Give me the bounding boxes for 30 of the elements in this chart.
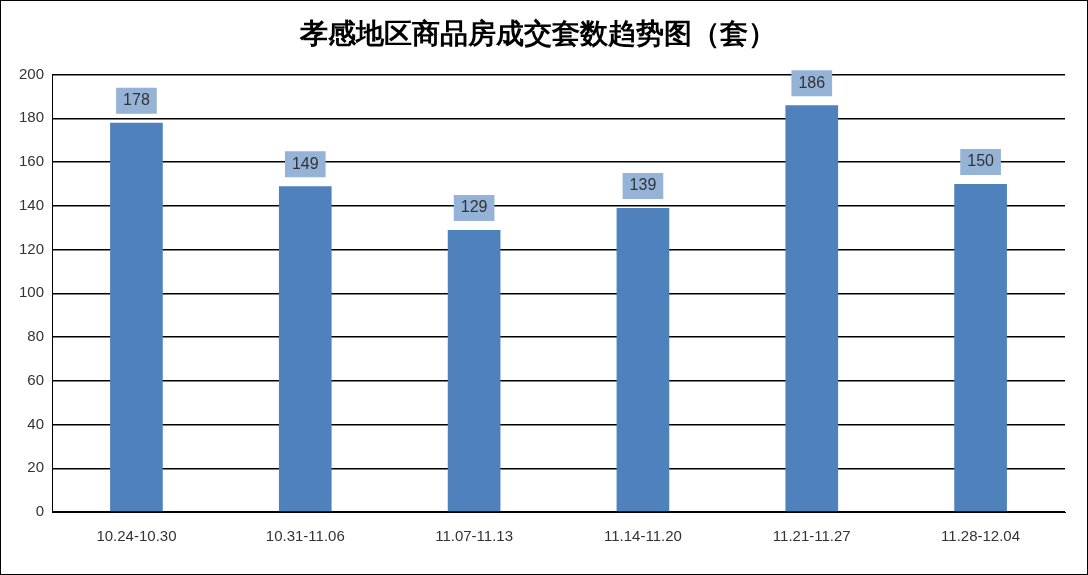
- bar: [278, 186, 332, 512]
- x-tick-label: 11.14-11.20: [604, 527, 682, 545]
- x-tick-label: 11.21-11.27: [772, 527, 851, 545]
- bar: [785, 105, 839, 512]
- y-tick-label: 180: [19, 108, 45, 126]
- x-tick-label: 11.07-11.13: [435, 527, 514, 545]
- y-tick-label: 120: [19, 239, 45, 257]
- chart-title: 孝感地区商品房成交套数趋势图（套）: [299, 17, 776, 51]
- data-label: 150: [967, 152, 995, 170]
- x-tick-label: 10.24-10.30: [96, 527, 177, 545]
- data-label: 149: [291, 154, 319, 172]
- data-label: 129: [460, 198, 488, 216]
- data-label: 139: [629, 176, 657, 194]
- x-tick-label: 11.28-12.04: [941, 527, 1021, 545]
- bar: [954, 183, 1007, 512]
- y-tick-label: 60: [27, 370, 45, 388]
- bar: [616, 208, 670, 512]
- x-tick-label: 10.31-11.06: [265, 527, 345, 545]
- y-tick-label: 0: [35, 502, 45, 520]
- y-tick-label: 80: [27, 327, 45, 345]
- y-tick-label: 20: [27, 458, 45, 476]
- bar: [447, 229, 501, 512]
- y-tick-label: 40: [27, 414, 45, 432]
- data-label: 178: [123, 91, 150, 109]
- bar: [110, 122, 163, 512]
- data-label: 186: [798, 73, 826, 91]
- y-tick-label: 200: [19, 64, 45, 82]
- y-tick-label: 140: [19, 195, 45, 213]
- y-tick-label: 100: [19, 283, 45, 301]
- y-tick-label: 160: [19, 152, 45, 170]
